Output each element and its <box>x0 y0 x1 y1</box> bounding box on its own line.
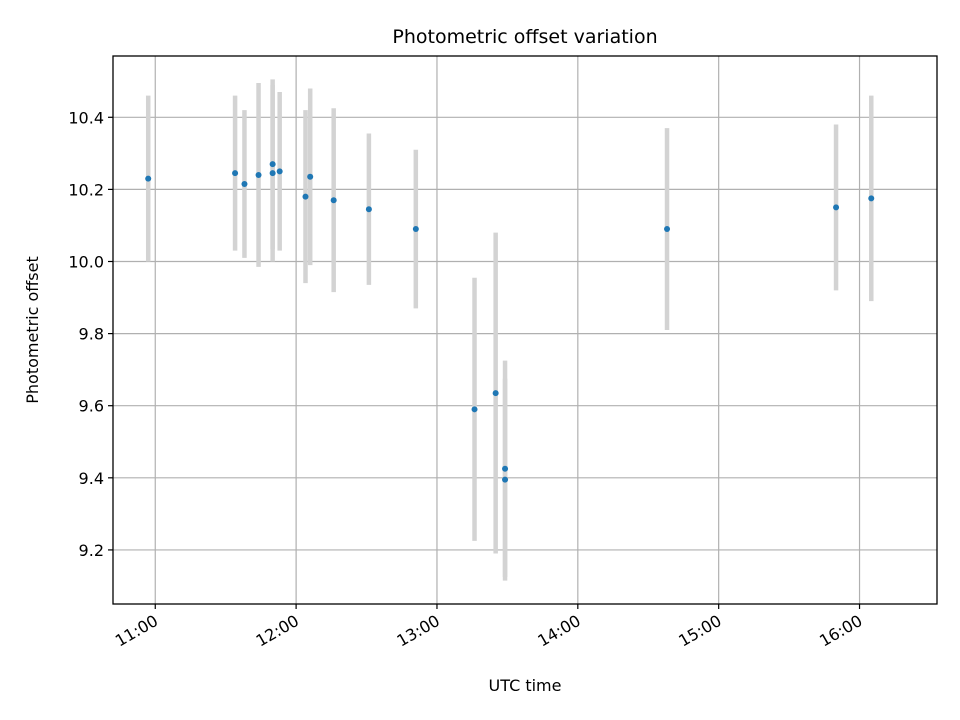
data-point <box>241 180 248 187</box>
data-point <box>412 226 419 233</box>
data-point <box>330 197 337 204</box>
y-tick-label: 10.0 <box>68 253 104 272</box>
data-point <box>269 161 276 168</box>
data-point <box>255 171 262 178</box>
data-point <box>471 406 478 413</box>
y-axis-title: Photometric offset <box>23 256 42 404</box>
data-point <box>145 175 152 182</box>
y-tick-label: 9.6 <box>79 397 104 416</box>
data-markers <box>145 161 875 483</box>
data-point <box>269 170 276 177</box>
data-point <box>302 193 309 200</box>
data-point <box>232 170 239 177</box>
data-point <box>502 476 509 483</box>
x-axis-title: UTC time <box>489 676 562 695</box>
data-point <box>307 173 314 180</box>
data-point <box>833 204 840 211</box>
data-point <box>502 465 509 472</box>
data-point <box>868 195 875 202</box>
chart-title: Photometric offset variation <box>392 26 657 48</box>
y-axis-ticks: 9.2 9.4 9.6 9.8 10.0 10.2 10.4 <box>68 108 113 560</box>
data-point <box>664 226 671 233</box>
plot-area <box>113 56 937 604</box>
data-point <box>492 390 499 397</box>
y-tick-label: 10.4 <box>68 108 104 127</box>
plot-frame <box>112 55 938 605</box>
y-tick-label: 10.2 <box>68 180 104 199</box>
grid <box>113 56 937 604</box>
y-tick-label: 9.8 <box>79 325 104 344</box>
data-point <box>276 168 283 175</box>
y-tick-label: 9.4 <box>79 469 104 488</box>
data-point <box>365 206 372 213</box>
y-tick-label: 9.2 <box>79 541 104 560</box>
